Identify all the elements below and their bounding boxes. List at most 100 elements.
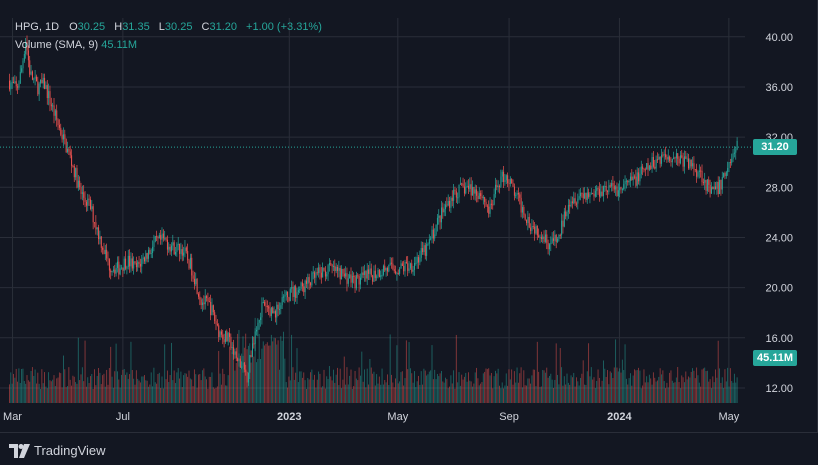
candle-body <box>596 188 598 191</box>
volume-bar <box>716 377 718 403</box>
candle-body <box>571 201 573 204</box>
candle-body <box>84 197 86 202</box>
candle-body <box>137 261 139 268</box>
candle-body <box>296 292 298 298</box>
candle-body <box>138 261 140 264</box>
volume-bar <box>222 368 224 403</box>
volume-bar <box>365 387 367 403</box>
candle-body <box>79 180 81 188</box>
volume-bar <box>543 370 545 403</box>
volume-bar <box>620 372 622 403</box>
candle-body <box>427 243 429 245</box>
volume-bar <box>64 369 66 403</box>
candle-body <box>25 41 27 54</box>
candle-body <box>21 68 23 72</box>
candle-body <box>736 140 738 150</box>
volume-bar <box>80 374 82 403</box>
x-tick-label: 2023 <box>277 411 301 423</box>
candle-body <box>343 273 345 277</box>
candle-body <box>83 192 85 198</box>
chart-frame[interactable]: 40.00 36.00 32.00 28.00 24.00 20.00 16.00 12.00… <box>0 0 818 433</box>
volume-badge: 45.11M <box>753 350 797 366</box>
volume-bar <box>233 344 234 403</box>
volume-bar <box>530 383 531 403</box>
tradingview-logo-icon[interactable] <box>9 444 31 458</box>
volume-bar <box>601 380 603 403</box>
candle-body <box>242 362 244 367</box>
volume-bar <box>31 367 33 403</box>
candle-body <box>279 308 280 310</box>
candle-body <box>254 331 256 344</box>
volume-bar <box>715 369 716 403</box>
volume-bar <box>597 369 599 403</box>
volume-bar <box>571 377 573 403</box>
candle-body <box>158 235 160 239</box>
volume-bar <box>496 373 498 403</box>
candle-body <box>422 248 424 252</box>
candlestick-chart[interactable]: 40.0036.0032.0028.0024.0020.0016.0012.00… <box>0 0 818 433</box>
volume-bar <box>198 374 199 403</box>
volume-bar <box>142 376 144 403</box>
volume-bar <box>141 376 143 403</box>
y-tick-label: 24.00 <box>765 232 793 244</box>
volume-bar <box>547 377 549 403</box>
y-tick-label: 28.00 <box>765 182 793 194</box>
candle-body <box>414 263 415 270</box>
candle-body <box>173 242 175 255</box>
candle-body <box>44 77 46 89</box>
volume-bar <box>431 345 433 403</box>
candle-body <box>704 179 706 183</box>
candle-body <box>480 193 482 197</box>
volume-bar <box>303 372 305 403</box>
candle-body <box>252 343 253 357</box>
candle-body <box>542 236 544 240</box>
candle-body <box>723 173 725 178</box>
volume-bar <box>312 379 314 403</box>
candle-body <box>702 182 704 184</box>
volume-bar <box>102 375 104 403</box>
volume-bar <box>29 381 31 403</box>
candle-body <box>677 153 679 159</box>
candle-body <box>724 173 726 177</box>
candle-body <box>256 329 258 332</box>
volume-bar <box>281 340 283 403</box>
candle-body <box>257 322 259 330</box>
volume-bar <box>226 385 228 403</box>
volume-bar <box>27 380 29 403</box>
candle-body <box>61 134 63 140</box>
volume-bar <box>640 388 642 403</box>
candle-body <box>432 229 434 239</box>
candle-body <box>196 278 198 294</box>
volume-bar <box>36 383 37 403</box>
candle-body <box>712 186 714 190</box>
candle-body <box>601 191 603 196</box>
volume-bar <box>395 378 396 403</box>
volume-bar <box>216 386 218 403</box>
candle-body <box>678 158 680 164</box>
candle-body <box>129 255 131 267</box>
volume-bar <box>243 347 245 403</box>
volume-bar <box>369 358 371 403</box>
candle-body <box>168 246 170 250</box>
volume-bar <box>519 373 521 403</box>
candle-body <box>615 186 617 190</box>
candle-body <box>118 261 120 275</box>
candle-body <box>693 163 695 170</box>
candle-body <box>555 234 557 243</box>
candle-body <box>258 320 260 323</box>
volume-bar <box>648 374 650 403</box>
tradingview-brand[interactable]: TradingView <box>34 443 106 458</box>
volume-bar <box>678 382 680 403</box>
volume-bar <box>387 374 388 403</box>
volume-bar <box>652 372 654 403</box>
volume-bar <box>609 371 611 403</box>
volume-bar <box>639 370 641 403</box>
candle-body <box>306 280 307 284</box>
candle-body <box>640 166 642 175</box>
candle-body <box>553 238 555 241</box>
volume-bar <box>424 370 426 403</box>
volume-bar <box>130 341 132 403</box>
candle-body <box>108 259 110 271</box>
volume-bar <box>83 381 85 403</box>
candle-body <box>314 272 316 278</box>
